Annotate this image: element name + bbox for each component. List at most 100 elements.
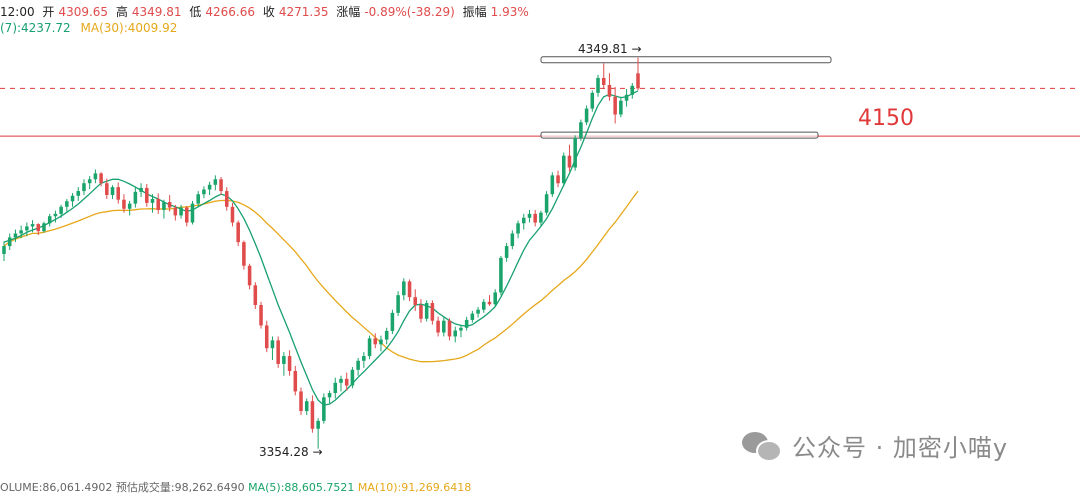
high-price-marker: 4349.81 → [578, 42, 642, 56]
candle-body-26 [150, 198, 155, 203]
candle-body-98 [561, 155, 566, 184]
candle-body-84 [482, 301, 486, 310]
candle-body-20 [116, 187, 121, 200]
candle-body-64 [367, 338, 372, 357]
candle-body-14 [82, 183, 86, 192]
open-label: 开 [42, 5, 55, 19]
candle-body-19 [110, 187, 115, 195]
candle-body-50 [287, 356, 292, 371]
candle-body-102 [584, 108, 589, 123]
zone-box-1 [540, 131, 819, 139]
candle-body-46 [264, 325, 269, 349]
watermark: 公众号 · 加密小喵y [742, 428, 1008, 463]
candle-body-59 [339, 378, 343, 383]
volume-value: OLUME:86,061.4902 [0, 481, 113, 494]
candle-body-15 [87, 179, 92, 184]
amplitude-value: 1.93% [490, 5, 529, 19]
candle-body-74 [424, 303, 429, 319]
candle-body-29 [167, 202, 172, 208]
candle-body-85 [487, 301, 492, 305]
candle-body-77 [442, 320, 446, 333]
candle-body-22 [127, 203, 132, 209]
candle-body-90 [516, 223, 520, 234]
candle-body-23 [133, 191, 138, 204]
candle-body-73 [419, 305, 423, 319]
candle-body-8 [47, 216, 52, 224]
ma7-legend: (7):4237.72 [0, 21, 71, 35]
candle-body-33 [190, 203, 195, 223]
level-4150-label: 4150 [858, 106, 914, 131]
watermark-text: 公众号 · 加密小喵y [792, 434, 1009, 462]
candle-body-3 [19, 230, 23, 234]
candle-body-65 [373, 338, 378, 345]
volume-bar: OLUME:86,061.4902 预估成交量:98,262.6490 MA(5… [0, 479, 471, 495]
candle-body-55 [316, 420, 320, 429]
wechat-icon [742, 431, 782, 462]
candle-body-6 [36, 224, 41, 232]
candle-body-89 [510, 233, 515, 247]
candle-body-36 [207, 184, 212, 190]
candle-body-49 [282, 356, 286, 364]
candle-body-35 [202, 189, 206, 195]
candle-body-71 [407, 281, 412, 298]
candle-body-76 [436, 320, 440, 333]
candle-body-60 [344, 378, 349, 386]
candle-body-96 [550, 175, 555, 195]
candle-body-69 [396, 295, 400, 313]
candle-body-45 [259, 305, 263, 326]
amplitude-label: 振幅 [462, 5, 487, 19]
candle-body-92 [527, 213, 532, 218]
candle-body-109 [624, 94, 629, 101]
ma7-line [3, 90, 639, 406]
candle-body-21 [122, 199, 126, 209]
volume-ma5: MA(5):88,605.7521 [248, 481, 355, 494]
candle-body-4 [25, 226, 29, 231]
candle-body-12 [70, 195, 75, 202]
candle-body-13 [76, 191, 81, 196]
candle-body-111 [636, 73, 640, 89]
candle-body-101 [579, 122, 583, 139]
candle-body-25 [145, 187, 149, 203]
candle-body-52 [299, 391, 303, 412]
candle-body-103 [590, 92, 595, 109]
candle-body-32 [185, 207, 189, 223]
candle-body-42 [242, 242, 246, 266]
candle-body-108 [619, 100, 623, 115]
candle-body-40 [230, 206, 235, 223]
open-value: 4309.65 [58, 5, 109, 19]
candle-body-79 [453, 330, 457, 337]
candle-body-7 [42, 223, 46, 232]
candle-body-110 [630, 85, 635, 95]
time-label: 12:00 [0, 5, 35, 19]
candle-body-104 [596, 77, 600, 93]
candle-body-27 [156, 198, 160, 210]
candle-body-54 [310, 401, 315, 429]
candle-body-2 [13, 233, 18, 238]
candle-body-80 [459, 327, 463, 331]
candle-body-0 [2, 246, 6, 254]
candle-body-41 [236, 222, 240, 243]
candle-body-63 [362, 356, 366, 361]
candle-body-5 [30, 224, 35, 227]
candle-body-17 [99, 173, 103, 184]
candle-body-83 [476, 309, 480, 314]
candle-body-81 [464, 319, 469, 328]
ohlc-info-bar: 12:00 开 4309.65 高 4349.81 低 4266.66 收 4271.3… [0, 3, 533, 20]
candle-body-99 [567, 155, 572, 168]
candle-body-39 [224, 191, 229, 207]
candle-body-9 [53, 213, 58, 217]
estimated-volume: 预估成交量:98,262.6490 [115, 481, 245, 494]
candle-body-34 [196, 194, 200, 204]
candle-body-93 [533, 213, 537, 223]
candle-body-43 [247, 265, 252, 286]
candle-body-10 [59, 206, 63, 214]
candle-body-28 [162, 202, 166, 210]
low-value: 4266.66 [205, 5, 255, 19]
candle-body-67 [384, 330, 389, 340]
candle-body-72 [413, 297, 418, 305]
candle-body-18 [105, 183, 109, 195]
high-value: 4349.81 [131, 5, 182, 19]
candle-body-82 [470, 313, 475, 320]
low-label: 低 [189, 5, 202, 19]
